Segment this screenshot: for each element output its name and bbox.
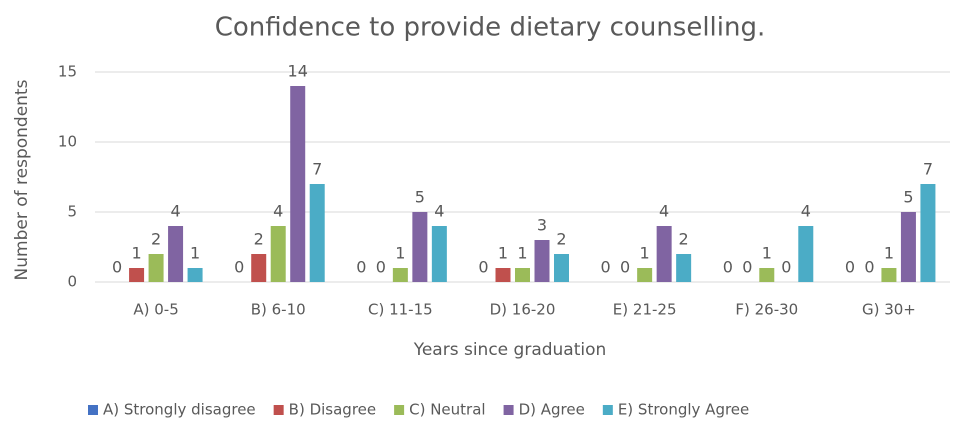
x-tick-label: B) 6-10: [251, 301, 306, 319]
y-tick-label: 10: [58, 133, 77, 151]
bar: [676, 254, 692, 282]
data-label: 0: [234, 258, 244, 277]
bar: [290, 86, 306, 282]
data-label: 0: [723, 258, 733, 277]
data-label: 1: [640, 244, 650, 263]
x-tick-label: E) 21-25: [613, 301, 677, 319]
bar: [251, 254, 267, 282]
chart-title: Confidence to provide dietary counsellin…: [215, 13, 766, 43]
data-label: 1: [498, 244, 508, 263]
legend-label: C) Neutral: [409, 401, 485, 419]
data-label: 4: [659, 202, 669, 221]
data-label: 2: [679, 230, 689, 249]
data-label: 2: [151, 230, 161, 249]
legend-swatch: [273, 405, 284, 415]
data-label: 5: [903, 188, 913, 207]
x-axis-label: Years since graduation: [413, 340, 607, 360]
legend-label: D) Agree: [519, 401, 585, 419]
x-tick-label: A) 0-5: [133, 301, 178, 319]
data-label: 7: [923, 160, 933, 179]
data-label: 4: [434, 202, 444, 221]
data-label: 14: [288, 62, 308, 81]
bar: [534, 240, 550, 282]
data-label: 0: [112, 258, 122, 277]
data-label: 7: [312, 160, 322, 179]
data-label: 1: [395, 244, 405, 263]
y-axis-label: Number of respondents: [12, 79, 32, 280]
data-label: 1: [762, 244, 772, 263]
bar: [656, 226, 672, 282]
data-label: 0: [376, 258, 386, 277]
data-label: 4: [801, 202, 811, 221]
bar: [187, 268, 203, 282]
data-label: 4: [273, 202, 283, 221]
bar: [920, 184, 936, 282]
data-label: 2: [254, 230, 264, 249]
legend-label: E) Strongly Agree: [618, 401, 749, 419]
legend-swatch: [88, 405, 98, 415]
data-label: 0: [478, 258, 488, 277]
bar: [148, 254, 164, 282]
bar: [168, 226, 184, 282]
data-label: 1: [190, 244, 200, 263]
legend-label: A) Strongly disagree: [103, 401, 256, 419]
bar: [495, 268, 511, 282]
x-tick-label: D) 16-20: [490, 301, 556, 319]
bar: [554, 254, 569, 282]
bar: [270, 226, 286, 282]
x-tick-label: F) 26-30: [735, 301, 798, 319]
data-label: 5: [415, 188, 425, 207]
y-tick-label: 0: [67, 273, 77, 291]
bar: [637, 268, 653, 282]
y-tick-label: 15: [58, 63, 77, 81]
legend-swatch: [602, 405, 613, 415]
data-label: 0: [742, 258, 752, 277]
data-label: 4: [170, 202, 180, 221]
bar: [759, 268, 775, 282]
bar: [798, 226, 814, 282]
bar: [900, 212, 916, 282]
bar: [881, 268, 897, 282]
legend-swatch: [503, 405, 514, 415]
bar: [412, 212, 428, 282]
x-tick-label: G) 30+: [862, 301, 916, 319]
bar: [515, 268, 530, 282]
bar: [392, 268, 408, 282]
legend-label: B) Disagree: [289, 401, 376, 419]
data-label: 0: [864, 258, 874, 277]
data-label: 1: [517, 244, 527, 263]
data-label: 0: [781, 258, 791, 277]
bar: [431, 226, 447, 282]
data-label: 3: [537, 216, 547, 235]
data-label: 0: [620, 258, 630, 277]
data-label: 0: [356, 258, 366, 277]
data-label: 0: [601, 258, 611, 277]
data-label: 1: [884, 244, 894, 263]
bar: [309, 184, 325, 282]
x-tick-label: C) 11-15: [368, 301, 433, 319]
legend-swatch: [394, 405, 405, 415]
y-tick-label: 5: [67, 203, 77, 221]
data-label: 0: [845, 258, 855, 277]
bar: [129, 268, 145, 282]
data-label: 1: [131, 244, 141, 263]
data-label: 2: [556, 230, 566, 249]
